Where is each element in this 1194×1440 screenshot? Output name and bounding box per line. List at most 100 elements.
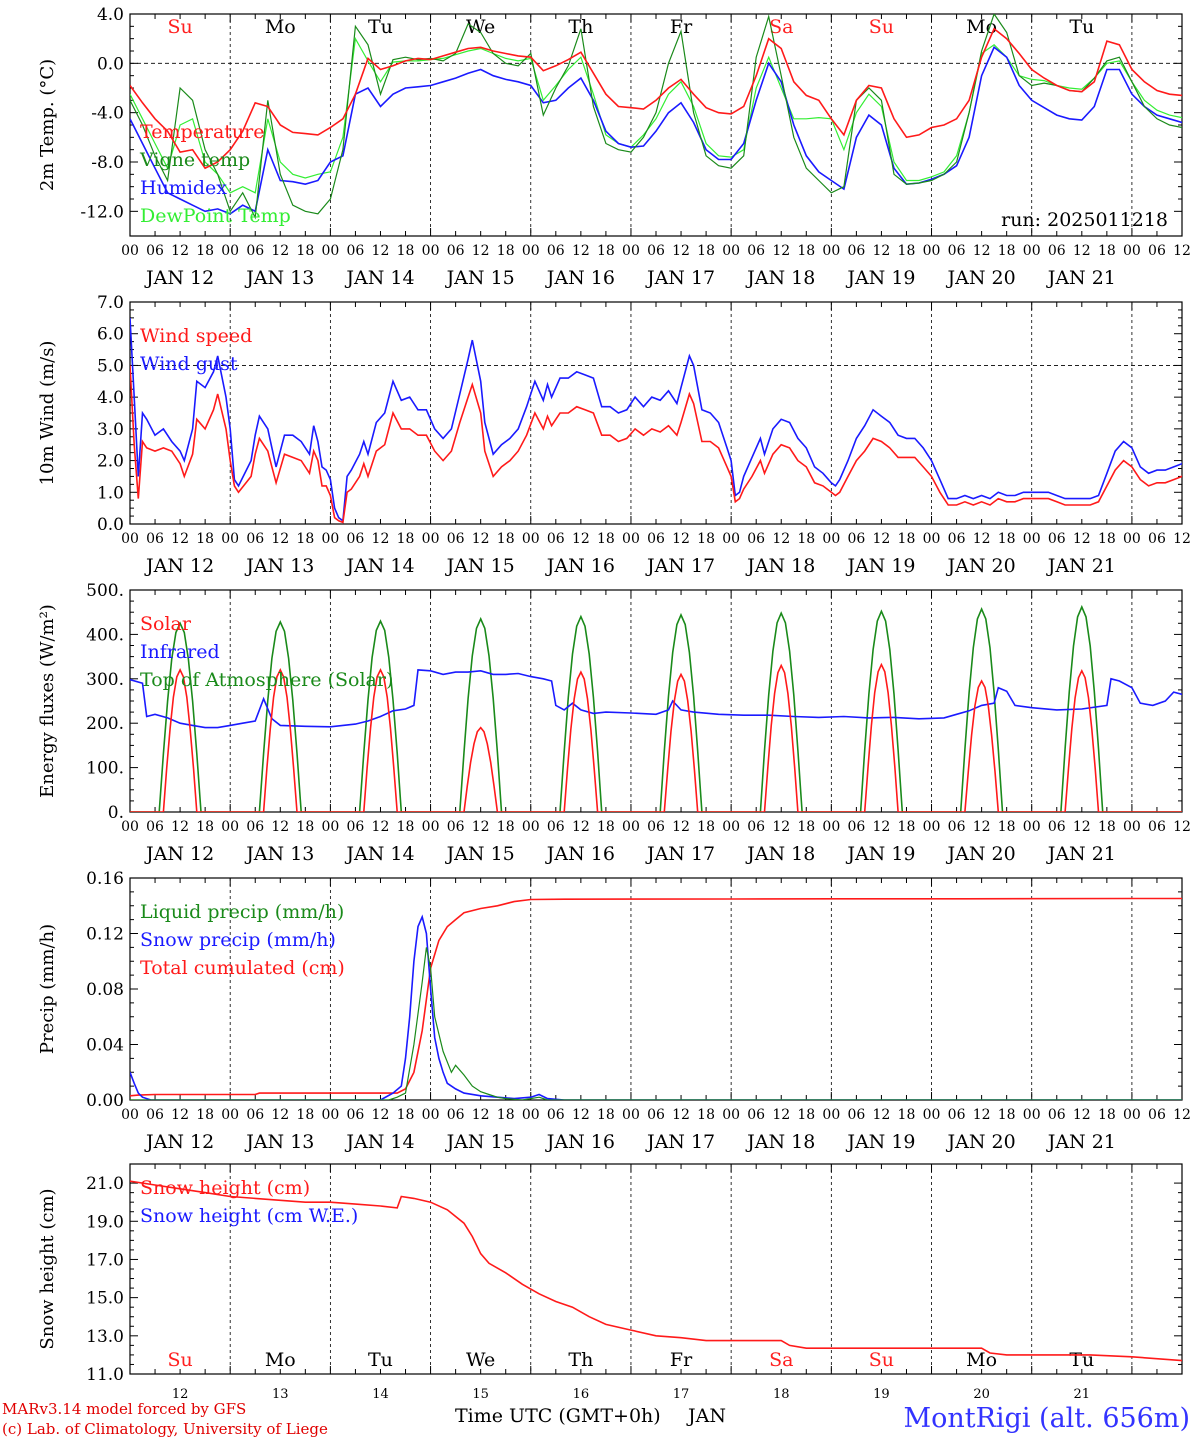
x-hour-label: 06 (547, 243, 565, 259)
x-date-label: JAN 21 (1046, 555, 1116, 577)
x-date-label: JAN 20 (946, 1131, 1016, 1153)
y-tick-label: -12.0 (80, 202, 124, 222)
x-hour-label: 18 (497, 243, 515, 259)
x-date-label: JAN 13 (244, 1131, 314, 1153)
x-hour-label: 12 (372, 819, 390, 835)
x-hour-label: 06 (347, 243, 365, 259)
x-hour-label: 18 (1098, 531, 1116, 547)
x-hour-label: 06 (1048, 531, 1066, 547)
legend-entry: Snow height (cm W.E.) (140, 1205, 358, 1227)
x-hour-label: 00 (522, 1107, 540, 1123)
x-hour-label: 06 (847, 1107, 865, 1123)
y-tick-label: 1.0 (97, 483, 124, 503)
x-date-label: JAN 16 (545, 267, 615, 289)
x-hour-label: 06 (246, 819, 264, 835)
x-date-label: JAN 19 (845, 843, 915, 865)
x-hour-label: 06 (847, 243, 865, 259)
series-line-humidex (130, 46, 1182, 215)
x-hour-label: 06 (547, 819, 565, 835)
x-hour-label: 06 (146, 819, 164, 835)
weekday-label: Tu (368, 1349, 393, 1371)
x-hour-label: 18 (397, 1107, 415, 1123)
x-hour-label: 12 (572, 1107, 590, 1123)
series-line-infrared (130, 669, 1182, 729)
x-hour-label: 12 (1173, 819, 1191, 835)
x-hour-label: 12 (973, 243, 991, 259)
y-tick-label: 6.0 (97, 325, 124, 345)
x-hour-label: 18 (797, 1107, 815, 1123)
x-hour-label: 18 (196, 1107, 214, 1123)
y-tick-label: 7.0 (97, 293, 124, 313)
x-date-label: JAN 15 (445, 1131, 515, 1153)
x-hour-label: 18 (296, 819, 314, 835)
x-date-label: JAN 14 (344, 555, 414, 577)
x-date-label: JAN 19 (845, 1131, 915, 1153)
y-tick-label: 0.0 (97, 515, 124, 535)
x-date-label: JAN 19 (845, 555, 915, 577)
x-hour-label: 00 (321, 531, 339, 547)
x-hour-label: 00 (121, 819, 139, 835)
x-axis-month: JAN (686, 1405, 726, 1427)
x-hour-label: 06 (1148, 1107, 1166, 1123)
x-hour-label: 12 (271, 819, 289, 835)
y-tick-label: 3.0 (97, 420, 124, 440)
x-date-label: JAN 16 (545, 555, 615, 577)
weekday-label: Su (167, 1349, 192, 1371)
x-hour-label: 18 (296, 531, 314, 547)
x-hour-label: 06 (146, 1107, 164, 1123)
x-hour-label: 06 (647, 1107, 665, 1123)
x-hour-label: 18 (898, 243, 916, 259)
x-hour-label: 06 (547, 531, 565, 547)
panel-1: -12.0 -8.0 -4.0 0.0 4.0 2m Temp. (°C) 00 06 12 18… (37, 5, 1191, 289)
x-hour-label: 12 (772, 243, 790, 259)
x-hour-label: 18 (1098, 819, 1116, 835)
x-hour-label: 06 (246, 243, 264, 259)
x-hour-label: 12 (1073, 1107, 1091, 1123)
y-tick-label: 2.0 (97, 452, 124, 472)
x-day-number: 15 (472, 1387, 489, 1402)
x-hour-label: 06 (447, 1107, 465, 1123)
x-hour-label: 18 (196, 243, 214, 259)
y-axis-label: 2m Temp. (°C) (37, 59, 58, 191)
x-hour-label: 06 (948, 531, 966, 547)
x-hour-label: 18 (296, 1107, 314, 1123)
x-hour-label: 12 (372, 243, 390, 259)
x-hour-label: 00 (722, 819, 740, 835)
y-axis-label: Precip (mm/h) (37, 924, 58, 1054)
x-hour-label: 18 (1098, 1107, 1116, 1123)
weekday-label: Sa (769, 16, 793, 38)
y-tick-label: 0.04 (86, 1036, 124, 1056)
x-hour-label: 18 (497, 1107, 515, 1123)
x-date-label: JAN 17 (645, 267, 715, 289)
x-day-number: 17 (673, 1387, 690, 1402)
x-date-label: JAN 15 (445, 843, 515, 865)
x-hour-label: 18 (998, 1107, 1016, 1123)
footer-copyright-text: (c) Lab. of Climatology, University of L… (2, 1420, 328, 1438)
x-hour-label: 12 (873, 1107, 891, 1123)
x-hour-label: 06 (447, 243, 465, 259)
x-day-number: 20 (973, 1387, 990, 1402)
footer-model-text: MARv3.14 model forced by GFS (2, 1400, 246, 1418)
weekday-label: Tu (368, 16, 393, 38)
weekday-label: Su (869, 1349, 894, 1371)
x-hour-label: 06 (347, 819, 365, 835)
x-hour-label: 18 (898, 1107, 916, 1123)
x-hour-label: 12 (171, 531, 189, 547)
x-date-label: JAN 12 (144, 843, 214, 865)
x-hour-label: 12 (472, 819, 490, 835)
x-hour-label: 12 (973, 819, 991, 835)
x-hour-label: 00 (121, 1107, 139, 1123)
x-date-label: JAN 16 (545, 843, 615, 865)
x-hour-label: 12 (973, 531, 991, 547)
x-hour-label: 00 (422, 531, 440, 547)
x-hour-label: 00 (221, 819, 239, 835)
x-hour-label: 00 (121, 531, 139, 547)
x-hour-label: 12 (973, 1107, 991, 1123)
y-tick-label: -8.0 (91, 153, 124, 173)
x-hour-label: 18 (998, 243, 1016, 259)
weekday-label: Sa (769, 1349, 793, 1371)
x-day-number: 19 (873, 1387, 890, 1402)
x-hour-label: 12 (472, 531, 490, 547)
x-hour-label: 12 (271, 243, 289, 259)
x-hour-label: 12 (672, 819, 690, 835)
